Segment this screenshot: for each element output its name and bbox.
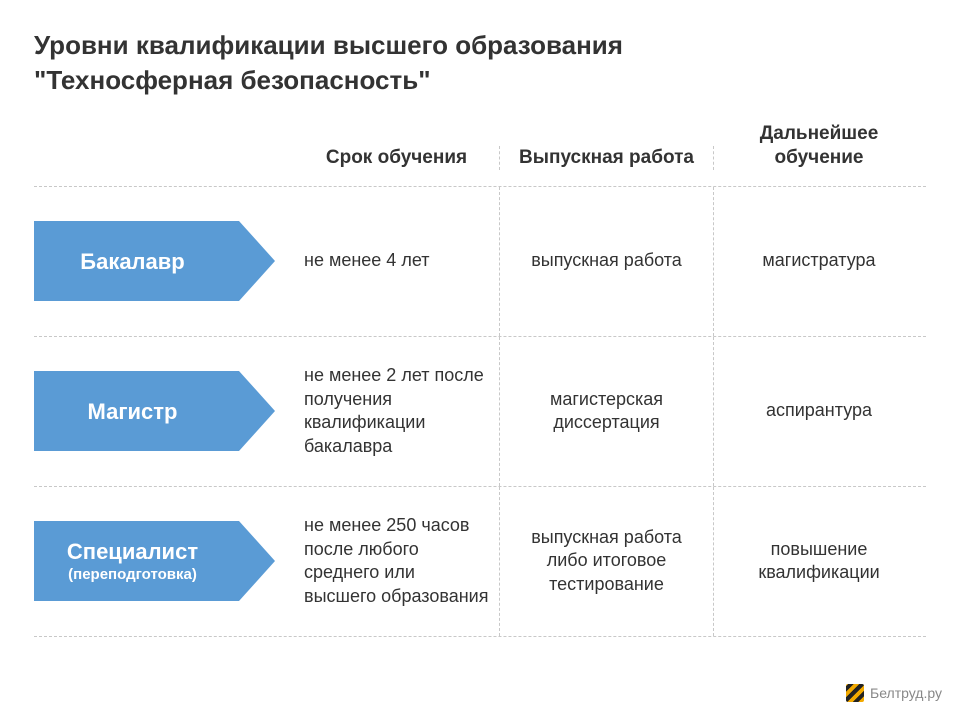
cell-thesis: выпускная работа либо итоговое тестирова…	[499, 487, 714, 636]
attribution-text: Белтруд.ру	[870, 685, 942, 701]
attribution: Белтруд.ру	[846, 684, 942, 702]
cell-duration: не менее 2 лет после получения квалифика…	[294, 337, 499, 486]
row-label-cell: Специалист (переподготовка)	[34, 487, 294, 636]
table-row: Магистр не менее 2 лет после получения к…	[34, 337, 926, 487]
cell-duration: не менее 250 часов после любого среднего…	[294, 487, 499, 636]
arrow-label: Специалист	[67, 539, 198, 564]
cell-thesis: выпускная работа	[499, 187, 714, 336]
cell-further: аспирантура	[714, 337, 924, 486]
row-label-cell: Магистр	[34, 337, 294, 486]
level-arrow-bachelor: Бакалавр	[34, 221, 239, 301]
qualification-table: Срок обучения Выпускная работа Дальнейше…	[34, 122, 926, 637]
level-arrow-specialist: Специалист (переподготовка)	[34, 521, 239, 601]
cell-further: повышение квалификации	[714, 487, 924, 636]
table-header-row: Срок обучения Выпускная работа Дальнейше…	[34, 122, 926, 187]
attribution-icon	[846, 684, 864, 702]
table-row: Бакалавр не менее 4 лет выпускная работа…	[34, 187, 926, 337]
title-line-2: "Техносферная безопасность"	[34, 65, 431, 95]
cell-further: магистратура	[714, 187, 924, 336]
column-header-further: Дальнейшее обучение	[714, 122, 924, 170]
arrow-label: Магистр	[88, 399, 178, 424]
column-header-thesis: Выпускная работа	[499, 146, 714, 170]
cell-thesis: магистерская диссертация	[499, 337, 714, 486]
arrow-label: Бакалавр	[80, 249, 184, 274]
row-label-cell: Бакалавр	[34, 187, 294, 336]
page-title: Уровни квалификации высшего образования …	[34, 28, 926, 98]
column-header-duration: Срок обучения	[294, 146, 499, 170]
level-arrow-master: Магистр	[34, 371, 239, 451]
table-row: Специалист (переподготовка) не менее 250…	[34, 487, 926, 637]
title-line-1: Уровни квалификации высшего образования	[34, 30, 623, 60]
arrow-sublabel: (переподготовка)	[68, 566, 197, 583]
cell-duration: не менее 4 лет	[294, 187, 499, 336]
